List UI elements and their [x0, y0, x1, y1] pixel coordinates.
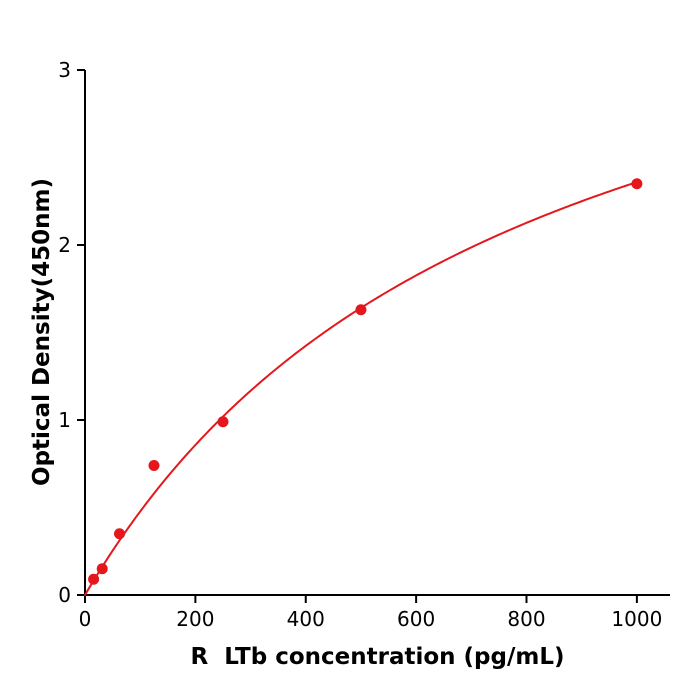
y-axis-title: Optical Density(450nm) — [29, 178, 55, 486]
x-tick-label: 0 — [79, 607, 92, 631]
data-point — [113, 528, 125, 540]
data-point — [631, 178, 643, 190]
y-tick-label: 2 — [58, 233, 71, 257]
x-tick-label: 800 — [507, 607, 545, 631]
x-tick-label: 400 — [287, 607, 325, 631]
data-point — [148, 460, 160, 471]
x-tick-label: 1000 — [611, 607, 662, 631]
x-axis-title: R LTb concentration (pg/mL) — [190, 644, 565, 670]
fitted-curve — [84, 181, 638, 596]
data-point — [88, 573, 100, 585]
data-point — [355, 304, 367, 316]
y-tick-label: 0 — [58, 583, 71, 607]
data-point — [217, 416, 229, 428]
x-tick-label: 600 — [397, 607, 435, 631]
y-tick-label: 3 — [58, 58, 71, 82]
y-tick-label: 1 — [58, 408, 71, 432]
data-point — [96, 563, 108, 575]
x-tick-label: 200 — [176, 607, 214, 631]
